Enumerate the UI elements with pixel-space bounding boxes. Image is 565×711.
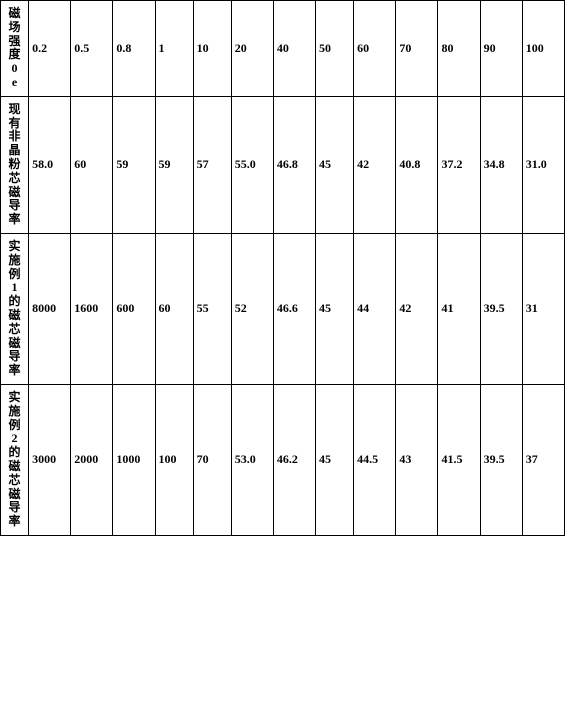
data-cell: 52 — [231, 233, 273, 384]
data-cell: 100 — [522, 1, 564, 97]
data-cell: 70 — [396, 1, 438, 97]
row-header: 实施例1的磁芯磁导率 — [1, 233, 29, 384]
data-cell: 58.0 — [29, 96, 71, 233]
data-cell: 1600 — [71, 233, 113, 384]
data-cell: 42 — [354, 96, 396, 233]
table-row: 实施例1的磁芯磁导率8000160060060555246.6454442413… — [1, 233, 565, 384]
data-cell: 59 — [155, 96, 193, 233]
data-cell: 59 — [113, 96, 155, 233]
data-cell: 37 — [522, 384, 564, 535]
table-row: 实施例2的磁芯磁导率3000200010001007053.046.24544.… — [1, 384, 565, 535]
data-cell: 55.0 — [231, 96, 273, 233]
data-cell: 46.2 — [273, 384, 315, 535]
data-cell: 31 — [522, 233, 564, 384]
data-cell: 41.5 — [438, 384, 480, 535]
data-cell: 0.8 — [113, 1, 155, 97]
data-cell: 3000 — [29, 384, 71, 535]
data-cell: 34.8 — [480, 96, 522, 233]
data-cell: 50 — [316, 1, 354, 97]
data-cell: 70 — [193, 384, 231, 535]
table-row: 磁场强度0e0.20.50.811020405060708090100 — [1, 1, 565, 97]
data-cell: 60 — [71, 96, 113, 233]
data-cell: 100 — [155, 384, 193, 535]
data-cell: 600 — [113, 233, 155, 384]
data-cell: 37.2 — [438, 96, 480, 233]
data-cell: 44 — [354, 233, 396, 384]
data-cell: 0.2 — [29, 1, 71, 97]
data-cell: 8000 — [29, 233, 71, 384]
data-cell: 39.5 — [480, 384, 522, 535]
data-cell: 43 — [396, 384, 438, 535]
row-header: 磁场强度0e — [1, 1, 29, 97]
data-cell: 39.5 — [480, 233, 522, 384]
data-cell: 1000 — [113, 384, 155, 535]
data-cell: 0.5 — [71, 1, 113, 97]
data-cell: 80 — [438, 1, 480, 97]
data-cell: 10 — [193, 1, 231, 97]
data-cell: 46.8 — [273, 96, 315, 233]
data-cell: 90 — [480, 1, 522, 97]
data-cell: 60 — [155, 233, 193, 384]
permeability-table: 磁场强度0e0.20.50.811020405060708090100现有非晶粉… — [0, 0, 565, 536]
data-cell: 44.5 — [354, 384, 396, 535]
row-header: 现有非晶粉芯磁导率 — [1, 96, 29, 233]
table-row: 现有非晶粉芯磁导率58.06059595755.046.8454240.837.… — [1, 96, 565, 233]
data-cell: 45 — [316, 384, 354, 535]
data-cell: 31.0 — [522, 96, 564, 233]
data-cell: 45 — [316, 233, 354, 384]
data-cell: 41 — [438, 233, 480, 384]
data-cell: 55 — [193, 233, 231, 384]
data-cell: 45 — [316, 96, 354, 233]
data-cell: 20 — [231, 1, 273, 97]
data-cell: 60 — [354, 1, 396, 97]
data-cell: 53.0 — [231, 384, 273, 535]
data-cell: 57 — [193, 96, 231, 233]
data-cell: 42 — [396, 233, 438, 384]
data-cell: 40.8 — [396, 96, 438, 233]
row-header: 实施例2的磁芯磁导率 — [1, 384, 29, 535]
data-cell: 2000 — [71, 384, 113, 535]
data-cell: 1 — [155, 1, 193, 97]
data-cell: 40 — [273, 1, 315, 97]
data-table-container: 磁场强度0e0.20.50.811020405060708090100现有非晶粉… — [0, 0, 565, 536]
data-cell: 46.6 — [273, 233, 315, 384]
